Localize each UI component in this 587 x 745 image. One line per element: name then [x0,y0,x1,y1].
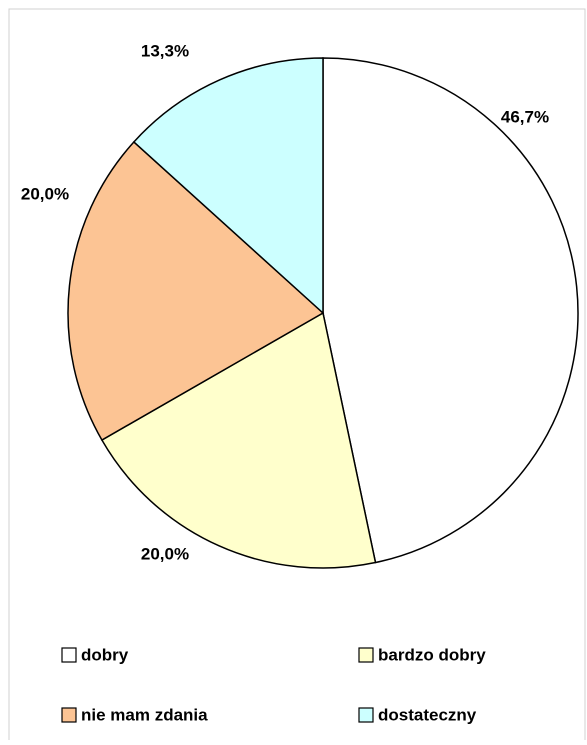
data-label: 20,0% [21,184,69,203]
data-label: 13,3% [141,41,189,60]
pie-slice [100,311,377,569]
legend-label: dobry [81,645,129,664]
pie-slice [132,57,324,315]
data-label: 46,7% [501,107,549,126]
legend-swatch [61,647,77,663]
legend-swatch [61,707,77,723]
chart-frame [8,8,586,745]
data-label: 20,0% [141,544,189,563]
legend-label: bardzo dobry [378,645,486,664]
pie-slice [67,140,325,442]
legend-label: nie mam zdania [81,705,208,724]
legend-swatch [358,707,374,723]
legend-swatch [358,647,374,663]
pie-slice [322,57,579,564]
legend-label: dostateczny [378,705,477,724]
